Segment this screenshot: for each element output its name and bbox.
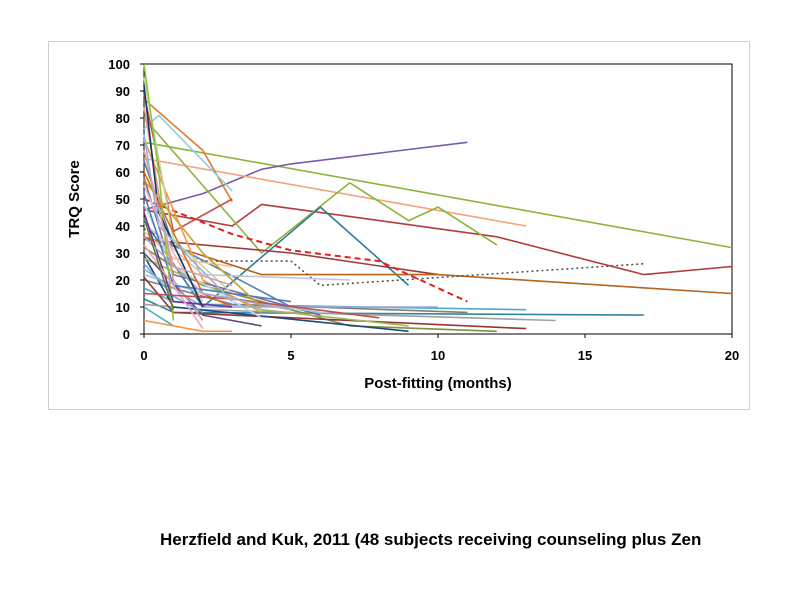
series-line — [143, 238, 439, 276]
y-tick-label: 80 — [116, 111, 130, 126]
x-axis-ticks: 0 5 10 15 20 — [140, 334, 739, 363]
series-line — [143, 236, 292, 311]
series-line — [143, 98, 233, 203]
series-line — [143, 255, 409, 333]
series-layer — [143, 63, 733, 333]
y-axis-ticks: 0 10 20 30 40 50 60 70 80 90 100 — [108, 57, 144, 342]
series-line — [143, 85, 204, 308]
y-tick-label: 60 — [116, 165, 130, 180]
figure-caption: Herzfield and Kuk, 2011 (48 subjects rec… — [160, 530, 702, 549]
series-line — [143, 141, 733, 249]
x-tick-label: 10 — [431, 348, 445, 363]
x-tick-label: 5 — [287, 348, 294, 363]
series-line — [143, 141, 468, 211]
series-line — [143, 236, 733, 295]
series-line — [143, 150, 233, 287]
x-tick-label: 15 — [578, 348, 592, 363]
x-tick-label: 0 — [140, 348, 147, 363]
series-line — [143, 117, 498, 254]
y-tick-label: 70 — [116, 138, 130, 153]
series-line — [143, 306, 174, 327]
series-line — [143, 134, 233, 303]
series-line — [143, 244, 204, 330]
y-tick-label: 20 — [116, 273, 130, 288]
series-line — [143, 179, 263, 308]
series-line — [143, 198, 468, 303]
y-tick-label: 10 — [116, 300, 130, 315]
y-tick-label: 100 — [108, 57, 130, 72]
series-line — [143, 217, 175, 310]
series-line — [143, 212, 233, 308]
y-tick-label: 0 — [123, 327, 130, 342]
series-line — [143, 157, 527, 227]
chart-panel: 0 10 20 30 40 50 60 70 80 90 100 0 5 10 15 20 Post-fit… — [48, 41, 750, 410]
series-line — [143, 227, 644, 287]
y-tick-label: 40 — [116, 219, 130, 234]
y-tick-label: 90 — [116, 84, 130, 99]
x-axis-title: Post-fitting (months) — [364, 375, 511, 392]
y-tick-label: 30 — [116, 246, 130, 261]
y-tick-label: 50 — [116, 192, 130, 207]
series-line — [143, 203, 733, 276]
line-chart: 0 10 20 30 40 50 60 70 80 90 100 0 5 10 15 20 Post-fit… — [66, 57, 739, 392]
y-axis-title: TRQ Score — [66, 160, 83, 238]
series-line — [143, 63, 175, 321]
series-line — [143, 319, 233, 333]
x-tick-label: 20 — [725, 348, 739, 363]
series-line — [143, 222, 350, 281]
